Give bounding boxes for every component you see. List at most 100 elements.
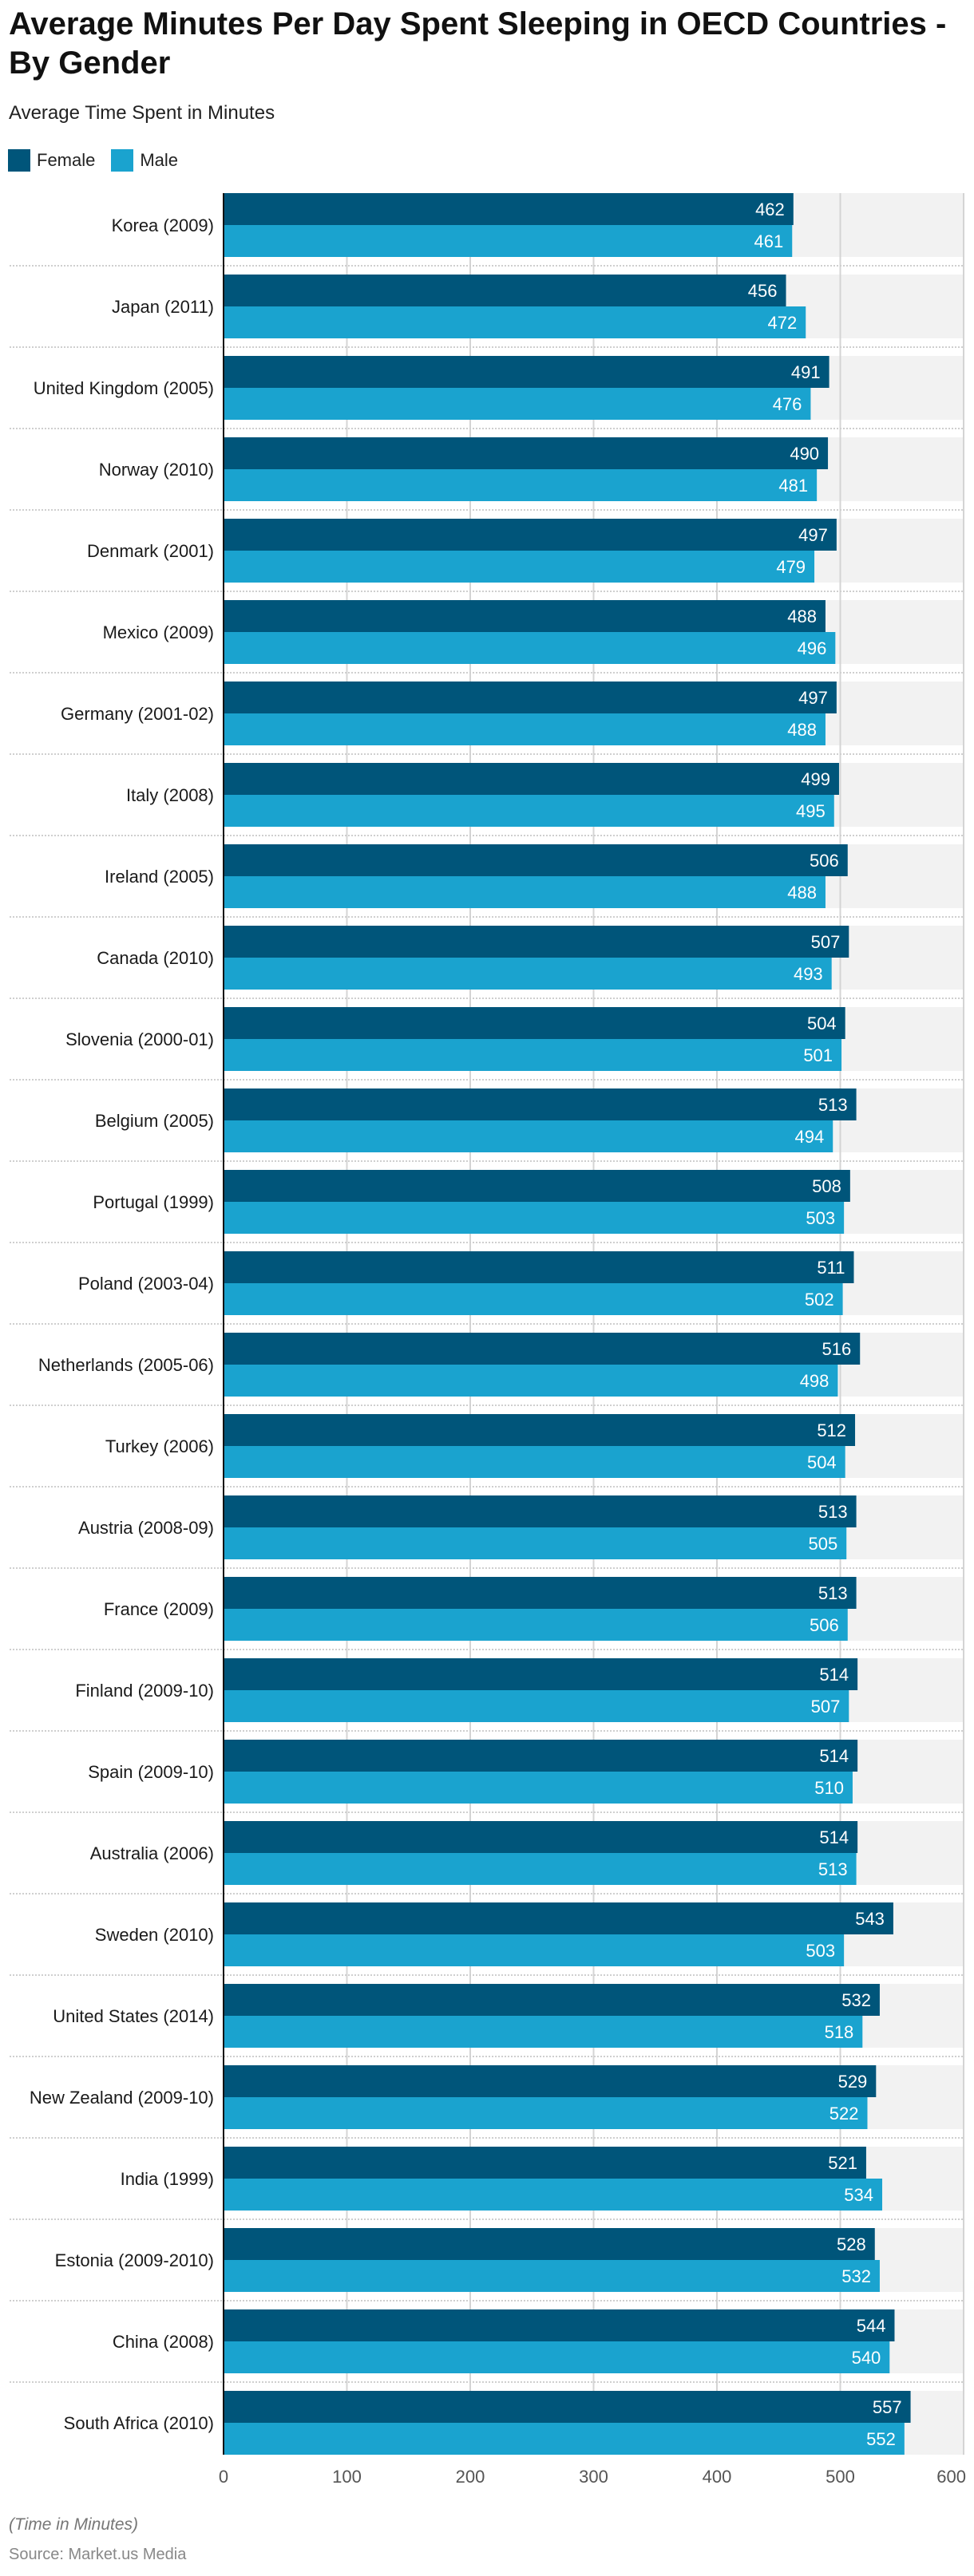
value-label-male: 505 <box>809 1534 838 1554</box>
category-group: Spain (2009-10) 514 510 <box>88 1740 858 1804</box>
value-label-female: 499 <box>801 769 830 789</box>
value-label-male: 502 <box>805 1290 834 1310</box>
bar-female <box>224 1902 893 1934</box>
category-label: China (2008) <box>113 2332 214 2352</box>
bar-male <box>224 1446 845 1478</box>
category-label: Slovenia (2000-01) <box>65 1029 214 1049</box>
bar-male <box>224 225 793 257</box>
value-label-female: 497 <box>798 688 828 708</box>
category-label: Korea (2009) <box>112 215 214 235</box>
bar-male <box>224 2341 890 2373</box>
value-label-male: 504 <box>807 1452 837 1472</box>
bar-male <box>224 2016 863 2048</box>
bar-male <box>224 306 806 338</box>
bar-male <box>224 1202 845 1234</box>
legend-label-female: Female <box>37 150 96 170</box>
value-label-female: 506 <box>810 851 839 871</box>
category-group: Finland (2009-10) 514 507 <box>75 1658 858 1722</box>
bar-male <box>224 1772 853 1804</box>
legend-item-female[interactable]: Female <box>8 149 95 172</box>
bar-male <box>224 2097 868 2129</box>
x-tick-label: 600 <box>936 2467 966 2487</box>
category-group: Australia (2006) 514 513 <box>90 1821 858 1885</box>
legend-swatch-male <box>111 149 134 172</box>
value-label-female: 557 <box>873 2397 902 2417</box>
category-group: United Kingdom (2005) 491 476 <box>34 356 829 420</box>
category-group: Korea (2009) 462 461 <box>112 193 794 257</box>
category-label: Sweden (2010) <box>95 1925 214 1945</box>
value-label-female: 532 <box>841 1990 871 2010</box>
category-label: Portugal (1999) <box>93 1192 214 1212</box>
category-label: Canada (2010) <box>97 948 214 968</box>
bar-female <box>224 600 826 632</box>
bar-female <box>224 1007 845 1039</box>
bar-female <box>224 1170 850 1202</box>
category-label: Poland (2003-04) <box>78 1274 214 1294</box>
chart-subtitle: Average Time Spent in Minutes <box>9 102 275 124</box>
category-group: Portugal (1999) 508 503 <box>93 1170 850 1234</box>
value-label-male: 510 <box>814 1778 844 1798</box>
value-label-female: 521 <box>828 2153 857 2173</box>
category-label: Japan (2011) <box>112 297 214 317</box>
bar-female <box>224 2147 866 2179</box>
category-group: Germany (2001-02) 497 488 <box>61 682 837 745</box>
value-label-female: 488 <box>787 606 817 626</box>
value-label-male: 552 <box>866 2429 896 2449</box>
value-label-female: 514 <box>819 1665 849 1685</box>
value-label-female: 513 <box>818 1502 848 1522</box>
category-label: United States (2014) <box>53 2006 214 2026</box>
bar-male <box>224 632 836 664</box>
value-label-male: 518 <box>825 2022 854 2042</box>
category-label: Netherlands (2005-06) <box>38 1355 214 1375</box>
bar-female <box>224 844 848 876</box>
value-label-male: 479 <box>776 557 806 577</box>
bar-male <box>224 2260 880 2292</box>
axis-unit-note: (Time in Minutes) <box>9 2515 139 2534</box>
bar-female <box>224 1821 858 1853</box>
category-group: Austria (2008-09) 513 505 <box>78 1495 857 1559</box>
bar-male <box>224 469 818 501</box>
value-label-male: 472 <box>768 313 798 333</box>
value-label-male: 503 <box>806 1208 835 1228</box>
legend-item-male[interactable]: Male <box>111 149 178 172</box>
value-label-female: 528 <box>837 2234 866 2254</box>
bar-female <box>224 1740 858 1772</box>
bar-female <box>224 437 829 469</box>
value-label-female: 544 <box>857 2316 886 2336</box>
source-note: Source: Market.us Media <box>9 2546 187 2563</box>
value-label-male: 503 <box>806 1941 835 1961</box>
category-label: Mexico (2009) <box>103 622 214 642</box>
value-label-male: 540 <box>852 2348 881 2368</box>
value-label-female: 529 <box>838 2072 868 2092</box>
bar-female <box>224 2065 877 2097</box>
category-group: China (2008) 544 540 <box>113 2309 895 2373</box>
chart-title: Average Minutes Per Day Spent Sleeping i… <box>9 6 947 81</box>
value-label-female: 508 <box>812 1176 841 1196</box>
value-label-female: 513 <box>818 1095 848 1115</box>
bar-male <box>224 1527 847 1559</box>
category-group: Italy (2008) 499 495 <box>126 763 839 827</box>
bar-male <box>224 1039 842 1071</box>
category-group: France (2009) 513 506 <box>104 1577 857 1641</box>
bar-male <box>224 1283 843 1315</box>
category-group: Slovenia (2000-01) 504 501 <box>65 1007 845 1071</box>
value-label-male: 496 <box>798 638 827 658</box>
category-label: Australia (2006) <box>90 1843 214 1863</box>
category-group: Poland (2003-04) 511 502 <box>78 1251 854 1315</box>
value-label-male: 522 <box>829 2104 859 2124</box>
category-group: Sweden (2010) 543 503 <box>95 1902 893 1966</box>
value-label-female: 514 <box>819 1827 849 1847</box>
bar-female <box>224 275 786 306</box>
category-group: South Africa (2010) 557 552 <box>64 2391 911 2455</box>
bar-male <box>224 388 811 420</box>
category-label: Austria (2008-09) <box>78 1518 214 1538</box>
legend-swatch-female <box>8 149 30 172</box>
bar-female <box>224 356 829 388</box>
bar-female <box>224 1577 857 1609</box>
bar-female <box>224 763 839 795</box>
value-label-male: 494 <box>795 1127 825 1147</box>
category-label: Estonia (2009-2010) <box>55 2250 214 2270</box>
category-label: Denmark (2001) <box>87 541 214 561</box>
value-label-male: 507 <box>811 1697 841 1717</box>
bar-male <box>224 958 832 990</box>
